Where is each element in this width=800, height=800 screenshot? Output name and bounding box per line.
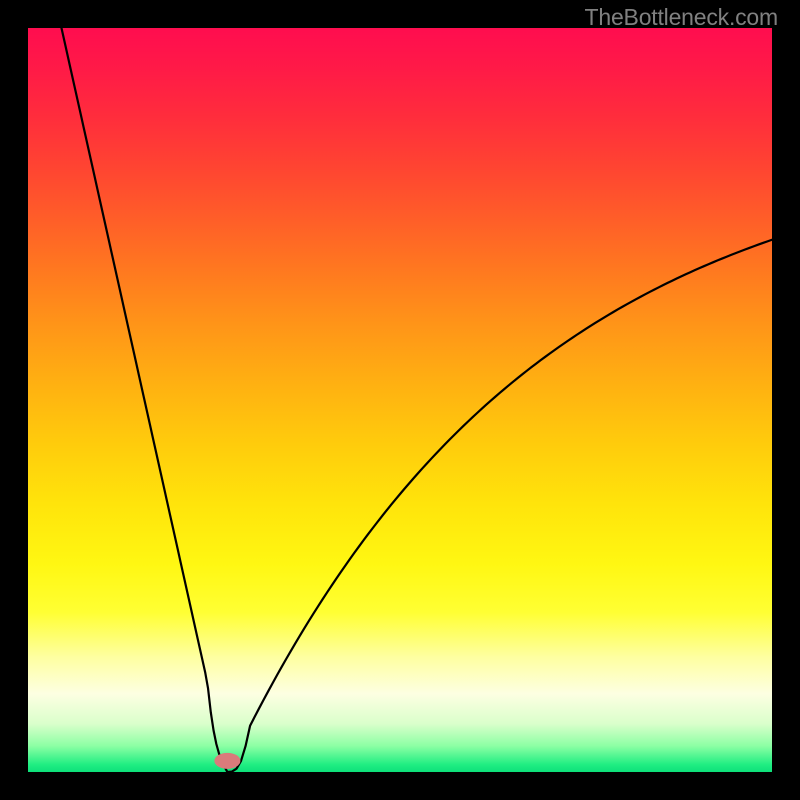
gradient-background <box>28 28 772 772</box>
plot-svg <box>28 28 772 772</box>
figure-root: TheBottleneck.com <box>0 0 800 800</box>
watermark-text: TheBottleneck.com <box>585 4 778 31</box>
plot-frame <box>0 0 800 800</box>
vertex-marker <box>214 753 240 769</box>
